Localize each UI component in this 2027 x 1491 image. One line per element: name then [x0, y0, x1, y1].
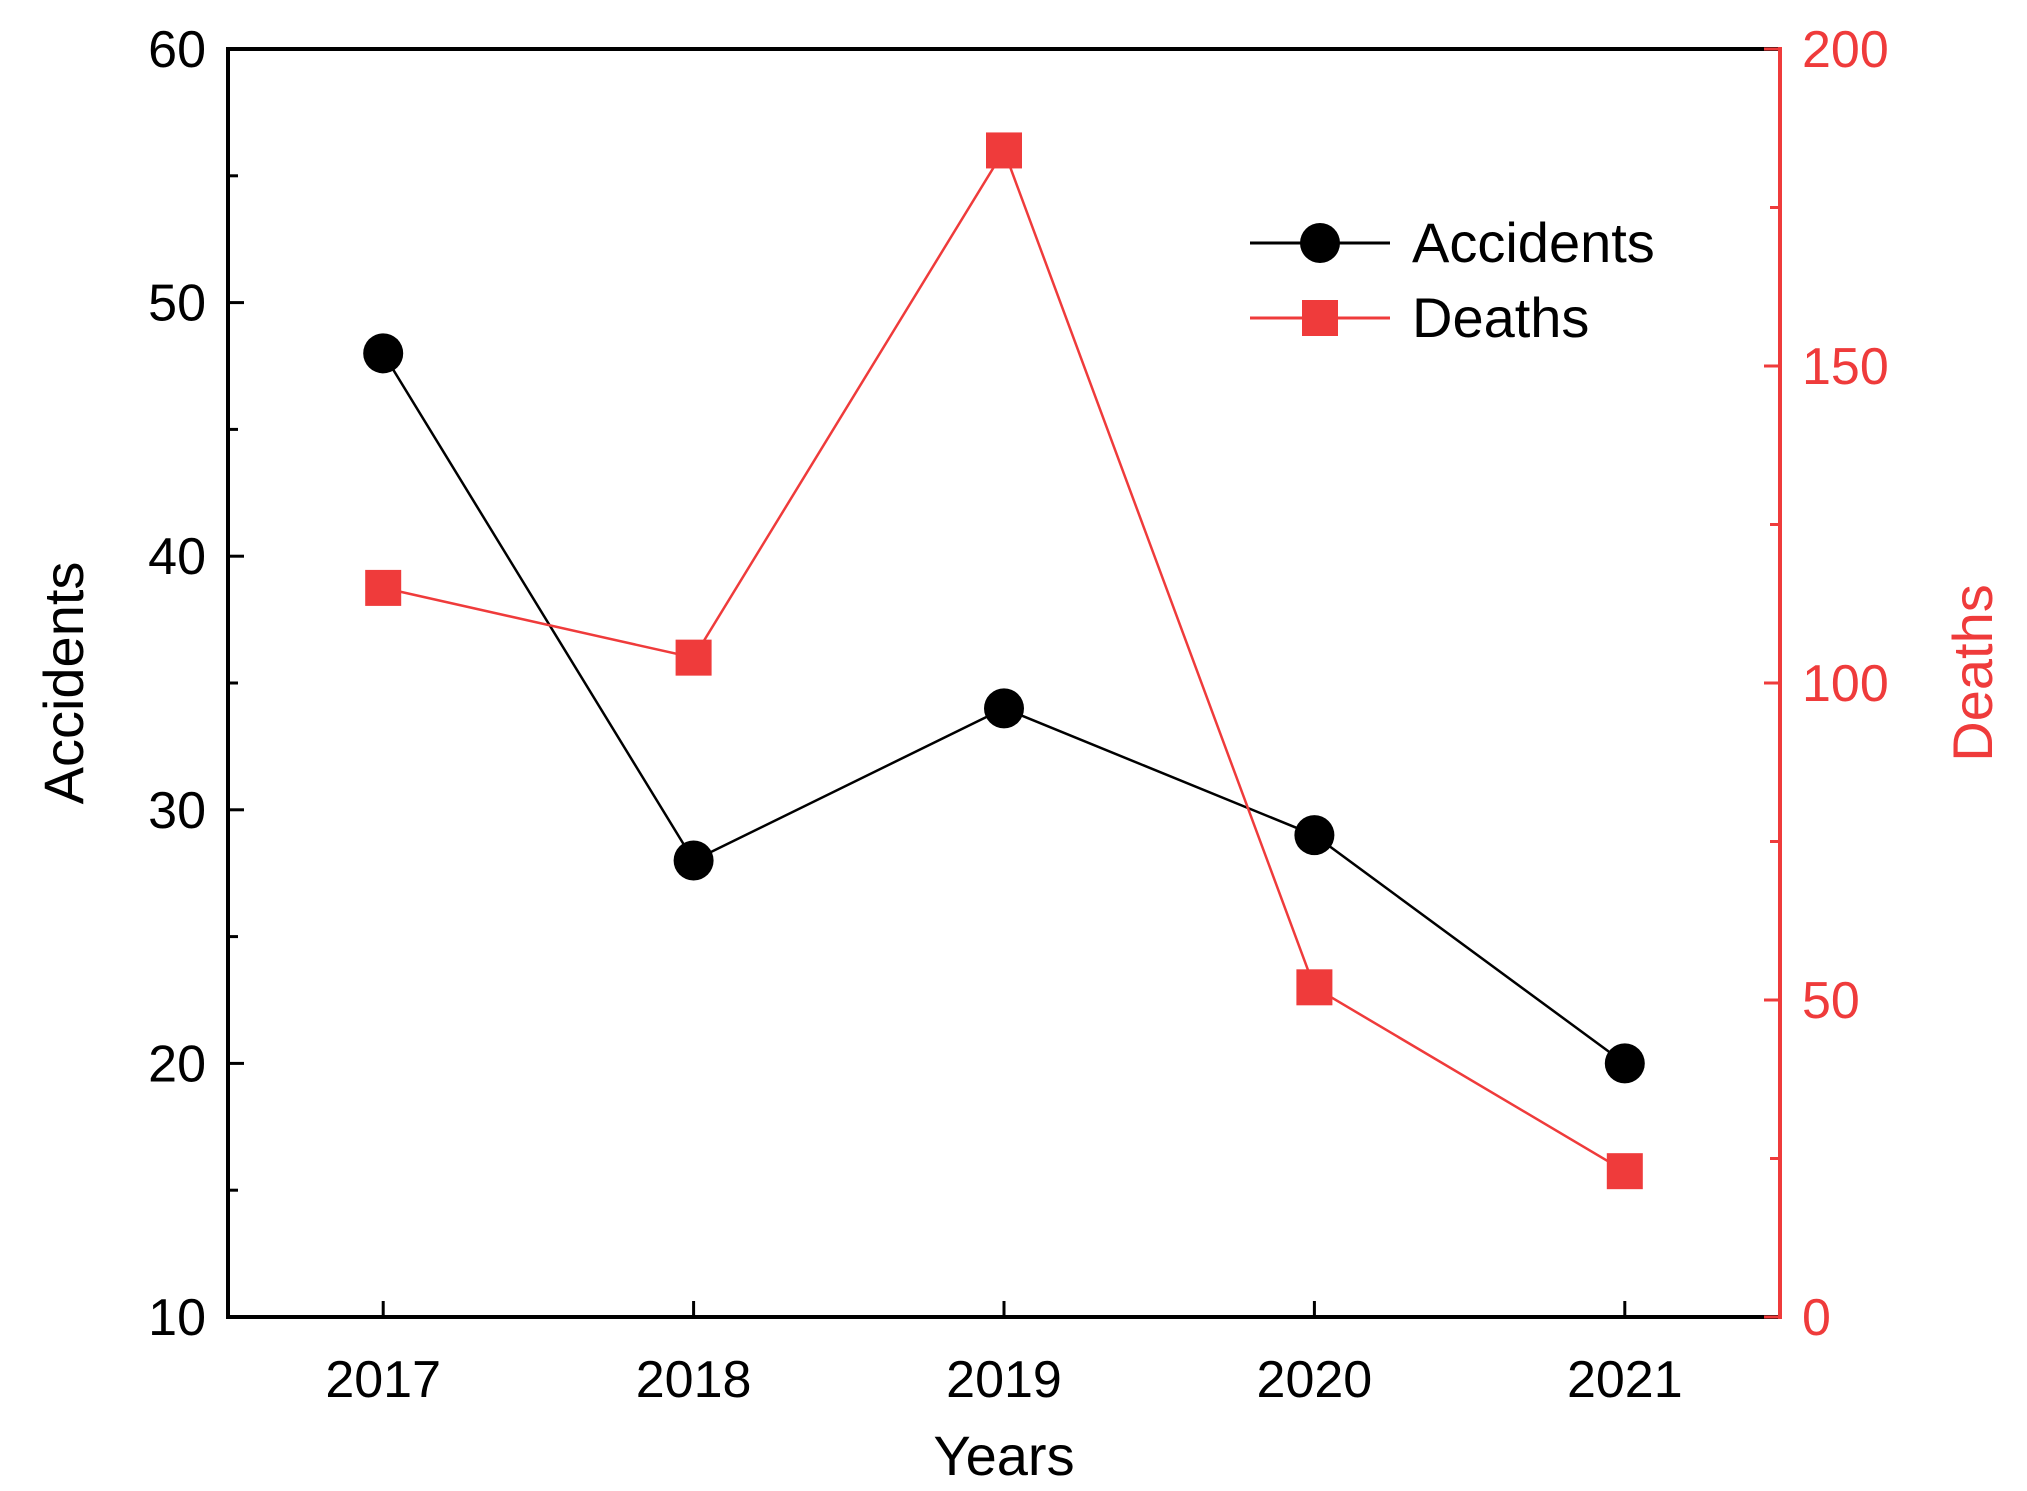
right-axis-tick-label: 150 [1802, 338, 1889, 396]
right-axis-tick-label: 0 [1802, 1289, 1831, 1347]
x-axis-tick-label: 2020 [1257, 1351, 1373, 1409]
left-axis-tick-label: 10 [148, 1289, 206, 1347]
data-point [1294, 815, 1335, 856]
right-axis-tick-label: 100 [1802, 655, 1889, 713]
right-y-axis-title: Deaths [1941, 584, 2004, 761]
legend: Accidents Deaths [1250, 211, 1655, 349]
left-axis-tick-label: 60 [148, 21, 206, 79]
series-accidents [363, 333, 1645, 1084]
left-y-axis-title: Accidents [32, 562, 95, 805]
legend-marker [1300, 223, 1340, 263]
x-axis-title: Years [933, 1424, 1074, 1486]
x-axis-tick-label: 2018 [636, 1351, 752, 1409]
data-point [673, 840, 714, 881]
data-point [1296, 969, 1333, 1006]
data-point [984, 688, 1024, 729]
data-point [1606, 1153, 1643, 1190]
legend-item-deaths: Deaths [1250, 286, 1589, 349]
x-axis-tick-label: 2021 [1567, 1351, 1683, 1409]
data-point [1604, 1043, 1645, 1084]
left-axis-tick-label: 20 [148, 1035, 206, 1093]
legend-marker [1302, 300, 1338, 336]
legend-label: Accidents [1412, 211, 1655, 274]
left-axis-tick-label: 50 [148, 275, 206, 333]
x-axis-tick-label: 2017 [325, 1351, 441, 1409]
left-axis-tick-label: 40 [148, 528, 206, 586]
data-point [365, 569, 402, 606]
x-axis: 2017 2018 2019 2020 2021 [325, 1301, 1683, 1409]
legend-label: Deaths [1412, 286, 1589, 349]
right-axis-tick-label: 200 [1802, 21, 1889, 79]
series-deaths [365, 132, 1643, 1190]
series-layer [363, 132, 1645, 1190]
data-point [675, 639, 712, 676]
right-axis-tick-label: 50 [1802, 972, 1860, 1030]
legend-item-accidents: Accidents [1250, 211, 1655, 274]
x-axis-tick-label: 2019 [946, 1351, 1062, 1409]
data-point [986, 132, 1022, 169]
data-point [363, 333, 404, 374]
left-y-axis: 10 20 30 40 50 60 [148, 21, 244, 1347]
right-y-axis: 0 50 100 150 200 [1764, 21, 1889, 1347]
left-axis-tick-label: 30 [148, 782, 206, 840]
